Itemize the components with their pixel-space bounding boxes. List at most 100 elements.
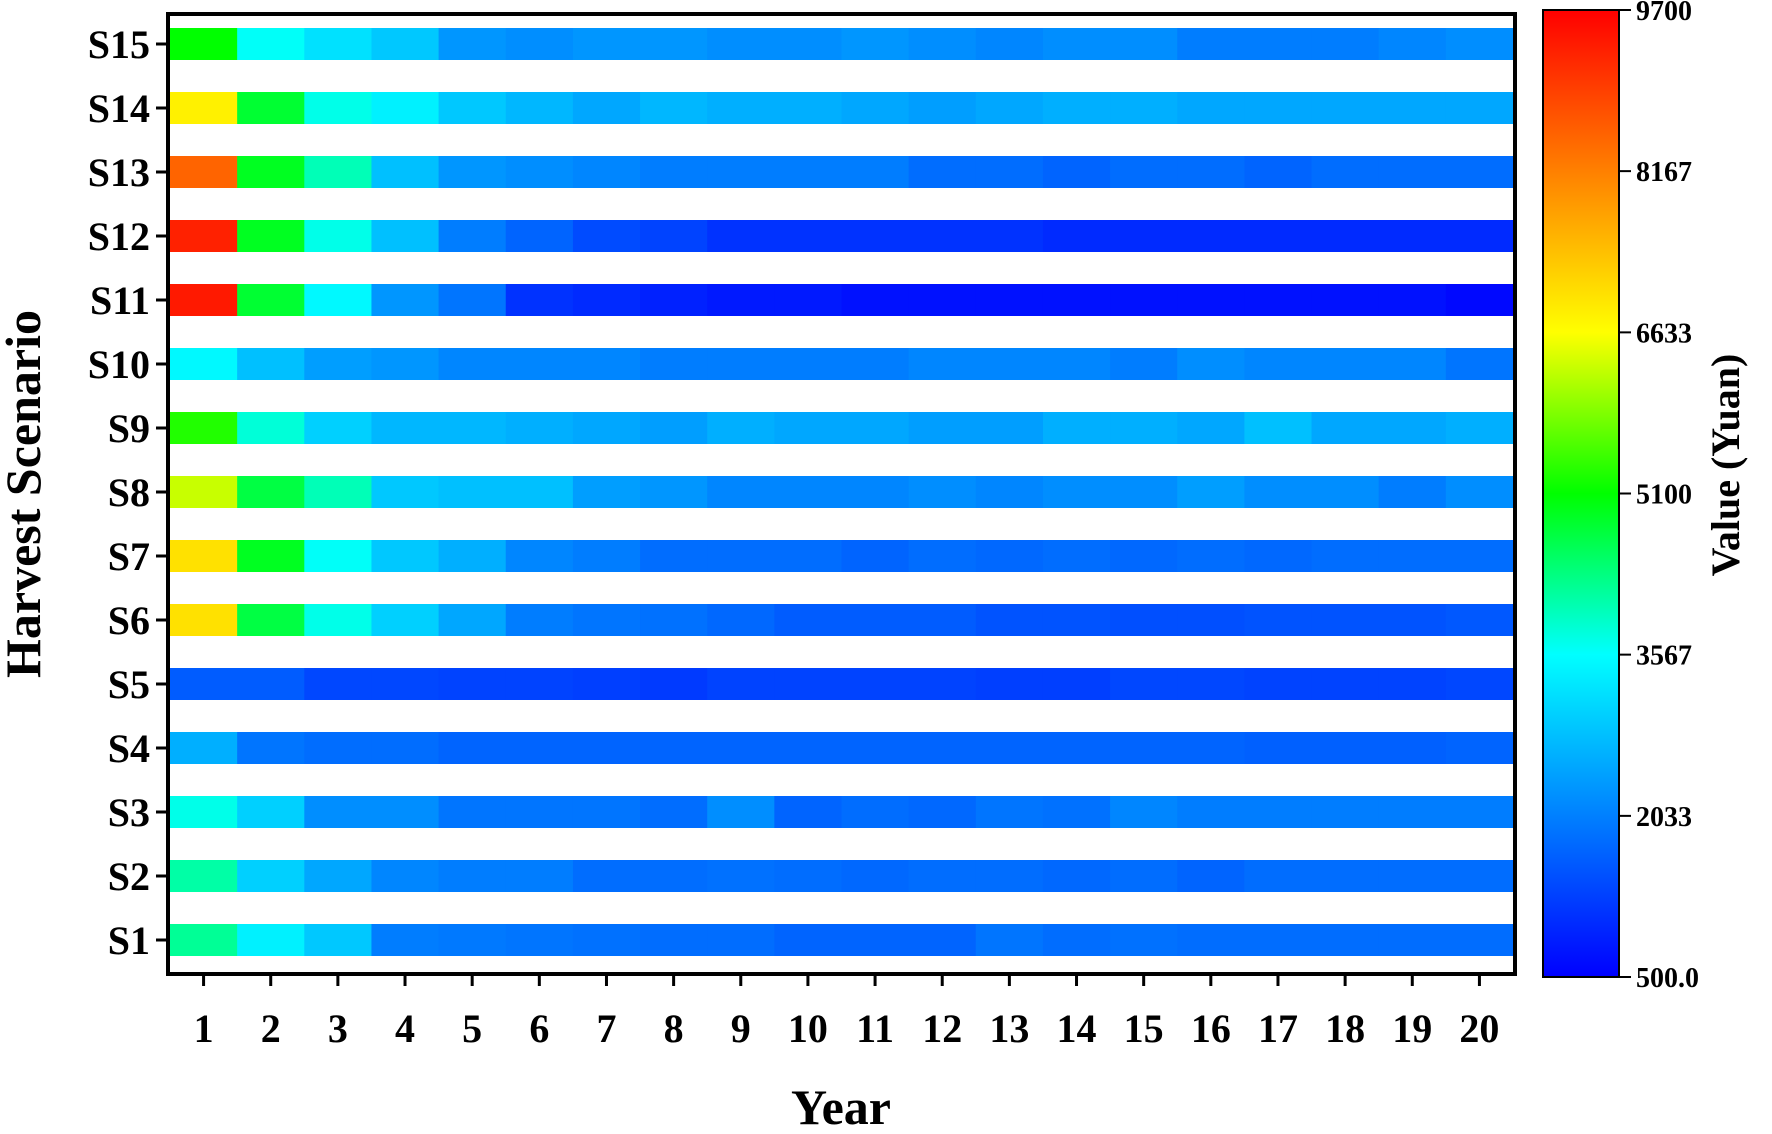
heatmap-cell [1177, 92, 1245, 124]
x-tick-label: 17 [1258, 1006, 1298, 1051]
heatmap-cell [975, 412, 1044, 444]
y-tick-label: S3 [108, 790, 150, 835]
heatmap-cell [237, 412, 305, 444]
heatmap-cell [1311, 156, 1380, 188]
heatmap-cell [640, 412, 708, 444]
heatmap-cell [774, 92, 843, 124]
heatmap-cell [371, 412, 440, 444]
heatmap-cell [1445, 92, 1514, 124]
heatmap-cell [1244, 220, 1313, 252]
x-tick-label: 8 [664, 1006, 684, 1051]
x-tick-label: 10 [788, 1006, 828, 1051]
heatmap-cell [1378, 668, 1447, 700]
heatmap-cell [1177, 28, 1245, 60]
x-tick-label: 2 [261, 1006, 281, 1051]
heatmap-cell [908, 156, 977, 188]
colorbar-tick-label: 500.0 [1636, 963, 1699, 994]
y-tick-label: S15 [88, 22, 150, 67]
heatmap-cell [438, 284, 507, 316]
heatmap-cell [640, 668, 708, 700]
x-tick-label: 18 [1325, 1006, 1365, 1051]
heatmap-cell [371, 284, 440, 316]
plot-frame [166, 12, 1517, 976]
heatmap-cell [640, 156, 708, 188]
heatmap-cell [1244, 28, 1313, 60]
heatmap-cell [237, 796, 305, 828]
heatmap-cell [438, 796, 507, 828]
heatmap-cell [841, 28, 910, 60]
heatmap-cell [908, 732, 977, 764]
heatmap-cell [170, 348, 238, 380]
heatmap-cell [841, 796, 910, 828]
heatmap-cell [371, 668, 440, 700]
heatmap-cell [572, 668, 641, 700]
heatmap-cell [572, 92, 641, 124]
heatmap-cell [1311, 284, 1380, 316]
heatmap-cell [707, 220, 775, 252]
heatmap-cell [170, 604, 238, 636]
x-tick-label: 20 [1459, 1006, 1499, 1051]
heatmap-cell [1378, 860, 1447, 892]
heatmap-cell [774, 156, 843, 188]
heatmap-cell [1177, 860, 1245, 892]
heatmap-cell [1110, 796, 1178, 828]
heatmap-cell [640, 540, 708, 572]
heatmap-cell [640, 924, 708, 956]
heatmap-cell [1445, 28, 1514, 60]
heatmap-cell [304, 732, 373, 764]
heatmap-cell [371, 348, 440, 380]
heatmap-cell [505, 668, 574, 700]
y-tick-label: S11 [90, 278, 150, 323]
heatmap-cell [371, 796, 440, 828]
heatmap-cell [908, 92, 977, 124]
heatmap-cell [170, 28, 238, 60]
heatmap-cell [1177, 220, 1245, 252]
heatmap-cell [170, 92, 238, 124]
heatmap-cell [237, 156, 305, 188]
heatmap-cell [975, 860, 1044, 892]
heatmap-cell [1110, 220, 1178, 252]
heatmap-cell [1244, 412, 1313, 444]
heatmap-cell [1311, 796, 1380, 828]
y-tick-label: S8 [108, 470, 150, 515]
heatmap-cell [841, 732, 910, 764]
heatmap-cell [774, 924, 843, 956]
heatmap-cell [572, 860, 641, 892]
heatmap-cell [572, 284, 641, 316]
heatmap-cell [1311, 604, 1380, 636]
x-tick-label: 15 [1124, 1006, 1164, 1051]
heatmap-cell [1244, 348, 1313, 380]
heatmap-cell [640, 28, 708, 60]
y-tick-label: S14 [88, 86, 150, 131]
y-tick-label: S7 [108, 534, 150, 579]
heatmap-cell [707, 476, 775, 508]
heatmap-cell [237, 28, 305, 60]
heatmap-cell [975, 156, 1044, 188]
heatmap-cell [975, 796, 1044, 828]
heatmap-cell [1445, 860, 1514, 892]
heatmap-cell [1445, 156, 1514, 188]
heatmap-cell [170, 860, 238, 892]
heatmap-cell [438, 860, 507, 892]
heatmap-cell [1177, 348, 1245, 380]
heatmap-cell [1244, 92, 1313, 124]
heatmap-cell [304, 284, 373, 316]
heatmap-cell [908, 860, 977, 892]
heatmap-cell [438, 28, 507, 60]
heatmap-cell [1042, 348, 1111, 380]
heatmap-row-S7 [170, 540, 1514, 572]
heatmap-cell [1244, 860, 1313, 892]
heatmap-cell [1110, 156, 1178, 188]
heatmap-cell [1445, 732, 1514, 764]
heatmap-row-S1 [170, 924, 1514, 956]
x-tick-label: 9 [731, 1006, 751, 1051]
y-tick-label: S6 [108, 598, 150, 643]
heatmap-cell [170, 924, 238, 956]
heatmap-cell [1445, 412, 1514, 444]
x-tick-label: 4 [395, 1006, 415, 1051]
heatmap-cell [1177, 604, 1245, 636]
heatmap-cell [975, 604, 1044, 636]
heatmap-cell [505, 860, 574, 892]
y-tick-label: S13 [88, 150, 150, 195]
heatmap-cell [975, 220, 1044, 252]
